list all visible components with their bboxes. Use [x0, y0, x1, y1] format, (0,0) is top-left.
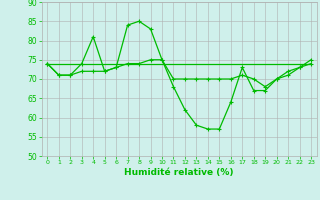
X-axis label: Humidité relative (%): Humidité relative (%)	[124, 168, 234, 177]
